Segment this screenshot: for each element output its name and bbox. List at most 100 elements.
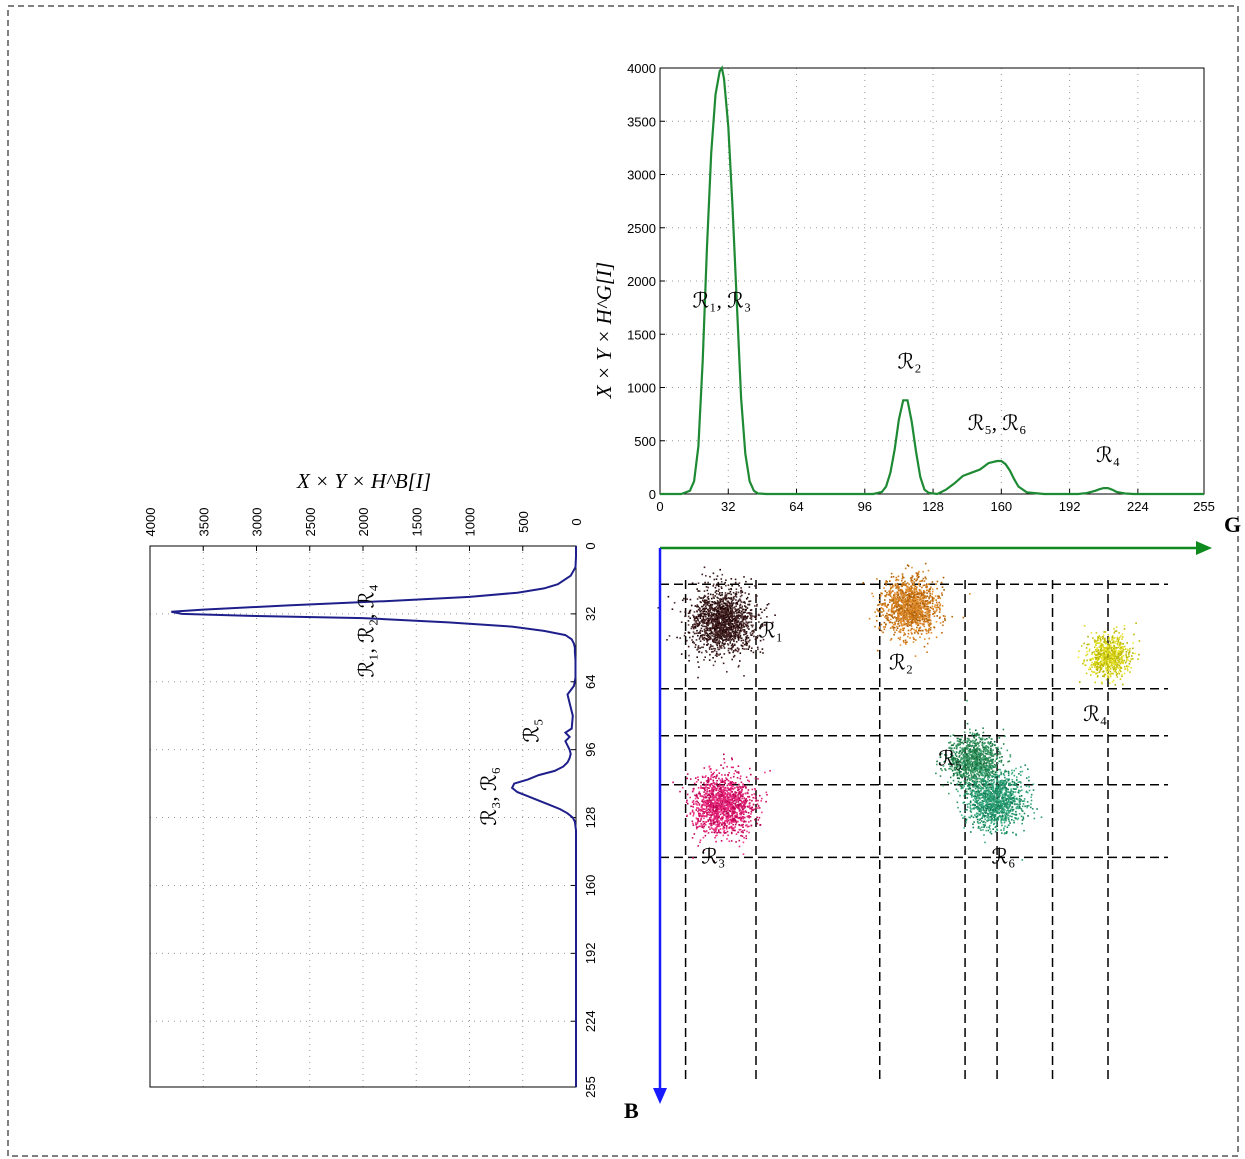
cluster-point [715, 633, 717, 636]
cluster-point [1095, 650, 1098, 652]
cluster-point [734, 808, 736, 811]
cluster-point [1099, 669, 1102, 672]
cluster-point [732, 625, 735, 627]
cluster-point [710, 776, 712, 778]
cluster-point [721, 600, 723, 603]
cluster-point [925, 630, 928, 632]
cluster-point [1099, 646, 1102, 648]
cluster-point [719, 828, 722, 830]
cluster-point [727, 621, 729, 623]
cluster-point [907, 629, 910, 632]
cluster-point [726, 633, 728, 636]
cluster-point [929, 629, 932, 631]
cluster-point [1097, 675, 1099, 677]
cluster-point [719, 614, 721, 616]
cluster-point [1126, 648, 1129, 651]
cluster-point [764, 621, 766, 624]
cluster-point [706, 589, 709, 592]
cluster-point [721, 806, 724, 809]
cluster-point [713, 630, 716, 633]
cluster-point [918, 627, 921, 629]
cluster-point [1098, 671, 1101, 673]
cluster-point [923, 619, 926, 622]
cluster-point [748, 796, 751, 798]
cluster-point [726, 619, 728, 621]
cluster-point [935, 599, 937, 601]
cluster-point [704, 625, 706, 628]
cluster-point [725, 636, 727, 638]
cluster-point [716, 632, 718, 635]
green-x-tick-label: 32 [721, 499, 735, 514]
cluster-point [708, 790, 711, 792]
cluster-point [924, 611, 927, 614]
cluster-point [742, 795, 744, 797]
cluster-point [712, 812, 714, 814]
cluster-point [722, 628, 725, 630]
cluster-point [1126, 669, 1129, 672]
cluster-point [739, 809, 741, 811]
cluster-point [912, 596, 914, 598]
cluster-point [700, 634, 702, 637]
cluster-point [721, 632, 724, 634]
cluster-point [697, 807, 700, 809]
cluster-point [704, 795, 707, 798]
cluster-point [691, 820, 694, 823]
cluster-point [915, 579, 918, 582]
cluster-point [718, 815, 720, 818]
cluster-point [708, 647, 711, 649]
cluster-point [921, 606, 924, 609]
cluster-point [738, 618, 741, 620]
cluster-point [715, 815, 718, 817]
cluster-point [741, 800, 743, 803]
cluster-point [733, 622, 736, 625]
cluster-point [875, 615, 878, 618]
cluster-point [712, 805, 715, 807]
cluster-point [702, 801, 705, 803]
cluster-point [695, 777, 697, 779]
cluster-point [1137, 658, 1139, 660]
cluster-point [712, 784, 714, 787]
cluster-point [713, 633, 715, 635]
cluster-point [929, 614, 931, 616]
cluster-point [756, 646, 759, 649]
cluster-point [1104, 662, 1107, 665]
cluster-point [698, 808, 700, 810]
cluster-point [751, 806, 753, 809]
cluster-point [707, 623, 709, 626]
cluster-point [889, 592, 892, 595]
cluster-point [724, 592, 727, 594]
cluster-point [759, 824, 761, 826]
cluster-point [716, 616, 719, 619]
cluster-point [695, 615, 698, 618]
cluster-point [898, 619, 900, 621]
cluster-point [692, 627, 695, 630]
cluster-point [894, 596, 896, 598]
cluster-point [918, 611, 920, 614]
cluster-point [724, 793, 726, 796]
cluster-point [738, 807, 741, 809]
cluster-point [925, 620, 927, 623]
cluster-point [902, 623, 905, 625]
cluster-point [714, 621, 717, 623]
cluster-point [761, 623, 764, 626]
cluster-point [745, 811, 748, 813]
cluster-point [902, 619, 905, 622]
cluster-point [935, 621, 938, 623]
cluster-point [1096, 663, 1098, 666]
cluster-point [698, 804, 701, 806]
cluster-point [700, 814, 703, 817]
cluster-point [717, 622, 720, 624]
cluster-point [756, 803, 759, 805]
cluster-point [723, 814, 726, 816]
cluster-point [700, 809, 702, 811]
cluster-point [916, 616, 919, 619]
cluster-point [917, 596, 919, 598]
cluster-point [1117, 651, 1120, 654]
cluster-point [704, 801, 707, 804]
cluster-point [935, 609, 938, 612]
cluster-point [919, 617, 922, 619]
cluster-point [747, 625, 750, 628]
cluster-point [907, 602, 910, 605]
cluster-point [700, 597, 703, 599]
cluster-point [728, 611, 731, 614]
